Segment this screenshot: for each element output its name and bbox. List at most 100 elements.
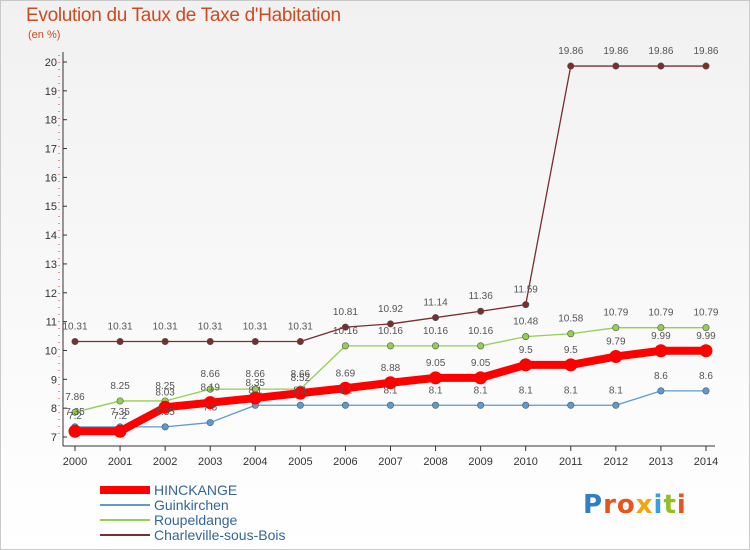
data-label-hinckange-2005: 8.52 bbox=[291, 373, 311, 384]
point-roupeldange-2012 bbox=[612, 324, 620, 332]
point-hinckange-2012 bbox=[609, 350, 623, 364]
data-label-guinkirchen-2008: 8.1 bbox=[429, 385, 443, 396]
data-label-hinckange-2007: 8.88 bbox=[381, 363, 401, 374]
data-label-roupeldange-2012: 10.79 bbox=[603, 308, 628, 319]
data-label-guinkirchen-2000: 7.35 bbox=[65, 407, 85, 418]
data-label-hinckange-2001: 7.2 bbox=[113, 411, 127, 422]
y-tick-label-12: 12 bbox=[45, 288, 57, 300]
point-hinckange-2009 bbox=[474, 371, 488, 385]
point-roupeldange-2013 bbox=[657, 324, 665, 332]
data-label-guinkirchen-2011: 8.1 bbox=[564, 385, 578, 396]
x-tick-label-2005: 2005 bbox=[288, 456, 312, 468]
y-tick-label-15: 15 bbox=[45, 201, 57, 213]
point-roupeldange-2010 bbox=[522, 333, 530, 341]
data-label-guinkirchen-2001: 7.35 bbox=[110, 407, 130, 418]
x-tick-label-2009: 2009 bbox=[468, 456, 492, 468]
x-tick-label-2000: 2000 bbox=[63, 456, 87, 468]
data-label-charleville-sous-bois-2012: 19.86 bbox=[603, 46, 628, 57]
chart-series bbox=[68, 62, 713, 438]
chart-subtitle: (en %) bbox=[28, 29, 61, 41]
data-label-roupeldange-2010: 10.48 bbox=[513, 317, 538, 328]
point-charleville-sous-bois-2005 bbox=[296, 338, 304, 346]
logo-letter: o bbox=[616, 490, 636, 520]
data-label-roupeldange-2002: 8.25 bbox=[155, 381, 175, 392]
data-label-charleville-sous-bois-2008: 11.14 bbox=[423, 298, 448, 309]
point-guinkirchen-2013 bbox=[657, 387, 665, 395]
y-tick-label-20: 20 bbox=[45, 57, 57, 69]
point-charleville-sous-bois-2012 bbox=[612, 62, 620, 70]
point-guinkirchen-2011 bbox=[567, 401, 575, 409]
point-charleville-sous-bois-2009 bbox=[477, 307, 485, 315]
chart-axes: 7 8 9 10 11 12 13 14 15 16 17 18 19 20 2000 2001 2002 200… bbox=[45, 52, 718, 468]
data-label-charleville-sous-bois-2013: 19.86 bbox=[648, 46, 673, 57]
logo-letter: r bbox=[603, 490, 617, 520]
y-tick-label-8: 8 bbox=[51, 403, 57, 415]
point-roupeldange-2006 bbox=[341, 342, 349, 350]
legend-swatch-hinckange bbox=[100, 486, 150, 494]
point-charleville-sous-bois-2002 bbox=[161, 338, 169, 346]
x-tick-label-2010: 2010 bbox=[513, 456, 537, 468]
data-label-roupeldange-2008: 10.16 bbox=[423, 326, 448, 337]
data-label-charleville-sous-bois-2011: 19.86 bbox=[558, 46, 583, 57]
point-guinkirchen-2010 bbox=[522, 401, 530, 409]
y-tick-label-13: 13 bbox=[45, 259, 57, 271]
data-label-roupeldange-2013: 10.79 bbox=[648, 308, 673, 319]
logo-letter: P bbox=[583, 490, 604, 520]
data-label-guinkirchen-2003: 7.5 bbox=[203, 403, 217, 414]
point-hinckange-2006 bbox=[338, 381, 352, 395]
point-guinkirchen-2002 bbox=[161, 423, 169, 431]
point-charleville-sous-bois-2003 bbox=[206, 338, 214, 346]
point-charleville-sous-bois-2013 bbox=[657, 62, 665, 70]
point-guinkirchen-2003 bbox=[206, 419, 214, 427]
data-label-charleville-sous-bois-2010: 11.59 bbox=[514, 285, 539, 296]
point-hinckange-2002 bbox=[158, 400, 172, 414]
x-tick-label-2002: 2002 bbox=[153, 456, 177, 468]
data-label-hinckange-2011: 9.5 bbox=[564, 345, 578, 356]
data-label-roupeldange-2014: 10.79 bbox=[693, 308, 718, 319]
point-charleville-sous-bois-2000 bbox=[71, 338, 79, 346]
logo-letter: x bbox=[635, 490, 654, 520]
logo-letter: i bbox=[653, 490, 664, 520]
data-label-guinkirchen-2010: 8.1 bbox=[519, 385, 533, 396]
x-tick-label-2012: 2012 bbox=[604, 456, 628, 468]
point-guinkirchen-2008 bbox=[432, 401, 440, 409]
point-hinckange-2011 bbox=[564, 358, 578, 372]
data-label-charleville-sous-bois-2009: 11.36 bbox=[468, 291, 493, 302]
data-label-hinckange-2009: 9.05 bbox=[471, 358, 491, 369]
point-charleville-sous-bois-2001 bbox=[116, 338, 124, 346]
data-label-roupeldange-2000: 7.86 bbox=[65, 392, 85, 403]
data-label-charleville-sous-bois-2007: 10.92 bbox=[378, 304, 403, 315]
point-guinkirchen-2009 bbox=[477, 401, 485, 409]
data-label-guinkirchen-2007: 8.1 bbox=[384, 385, 398, 396]
data-label-guinkirchen-2006: 8.1 bbox=[338, 385, 352, 396]
x-tick-label-2008: 2008 bbox=[423, 456, 447, 468]
point-guinkirchen-2005 bbox=[296, 401, 304, 409]
data-label-guinkirchen-2012: 8.1 bbox=[609, 385, 623, 396]
data-label-roupeldange-2004: 8.66 bbox=[246, 369, 266, 380]
data-label-guinkirchen-2013: 8.6 bbox=[654, 371, 668, 382]
data-label-guinkirchen-2009: 8.1 bbox=[474, 385, 488, 396]
point-roupeldange-2009 bbox=[477, 342, 485, 350]
data-label-roupeldange-2011: 10.58 bbox=[558, 314, 583, 325]
point-charleville-sous-bois-2014 bbox=[702, 62, 710, 70]
y-tick-label-10: 10 bbox=[45, 345, 57, 357]
data-label-charleville-sous-bois-2014: 19.86 bbox=[693, 46, 718, 57]
point-hinckange-2008 bbox=[429, 371, 443, 385]
chart-title: Evolution du Taux de Taxe d'Habitation bbox=[26, 5, 341, 26]
point-roupeldange-2000 bbox=[71, 408, 79, 416]
data-label-hinckange-2012: 9.79 bbox=[606, 337, 626, 348]
point-guinkirchen-2007 bbox=[386, 401, 394, 409]
point-guinkirchen-2014 bbox=[702, 387, 710, 395]
data-label-hinckange-2010: 9.5 bbox=[519, 345, 533, 356]
legend-label-charleville: Charleville-sous-Bois bbox=[154, 527, 286, 543]
data-label-hinckange-2014: 9.99 bbox=[696, 331, 716, 342]
point-hinckange-2010 bbox=[519, 358, 533, 372]
point-roupeldange-2008 bbox=[432, 342, 440, 350]
point-charleville-sous-bois-2011 bbox=[567, 62, 575, 70]
y-tick-label-14: 14 bbox=[45, 230, 57, 242]
x-tick-label-2014: 2014 bbox=[694, 456, 718, 468]
point-hinckange-2003 bbox=[203, 396, 217, 410]
x-tick-label-2004: 2004 bbox=[243, 456, 267, 468]
